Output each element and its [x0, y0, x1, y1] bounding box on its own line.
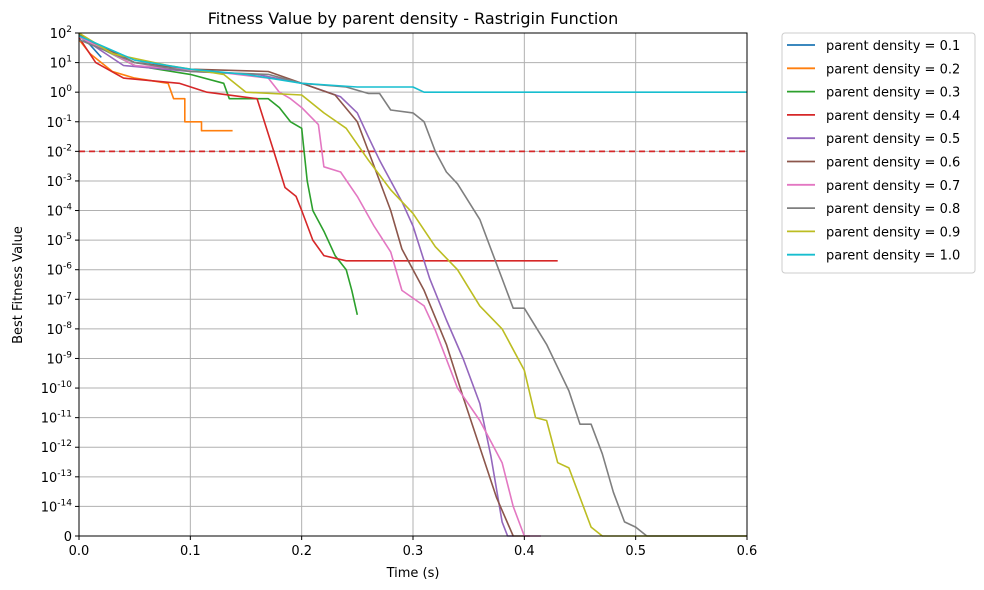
legend-label: parent density = 0.6 [826, 156, 960, 171]
x-tick-label: 0.5 [625, 544, 646, 559]
grid [78, 32, 748, 537]
x-tick-label: 0.4 [514, 544, 535, 559]
y-tick-label: 10-8 [46, 321, 72, 338]
series-line-7 [78, 35, 541, 537]
legend-label: parent density = 0.7 [826, 179, 960, 194]
x-tick-label: 0.1 [180, 544, 201, 559]
series-layer [78, 32, 747, 537]
series-line-3 [78, 33, 359, 315]
y-tick-label: 10-13 [41, 469, 72, 486]
y-tick-label: 10-6 [46, 262, 72, 279]
legend-label: parent density = 0.9 [826, 225, 960, 240]
series-line-10 [78, 35, 747, 93]
series-line-5 [78, 35, 514, 537]
x-tick-label: 0.3 [403, 544, 424, 559]
legend-label: parent density = 1.0 [826, 249, 960, 264]
legend-label: parent density = 0.1 [826, 39, 960, 54]
series-line-2 [78, 39, 233, 132]
y-axis: 0 10-14 10-13 10-12 10-11 10-10 10-9 10-8 10-7 10… [41, 25, 79, 545]
legend: parent density = 0.1 parent density = 0.2… [781, 32, 976, 274]
x-tick-label: 0.0 [69, 544, 90, 559]
y-tick-label: 10-5 [46, 232, 72, 249]
series-line-4 [78, 37, 558, 262]
y-tick-label: 10-2 [46, 143, 72, 160]
y-tick-label: 10-7 [46, 291, 72, 308]
y-axis-label: Best Fitness Value [11, 226, 26, 344]
y-tick-label: 10-14 [41, 498, 73, 515]
y-tick-label: 10-9 [46, 350, 72, 367]
x-axis: 0.0 0.1 0.2 0.3 0.4 0.5 0.6 [69, 536, 758, 559]
y-tick-label: 102 [50, 25, 72, 42]
series-line-9 [78, 32, 747, 537]
y-tick-label: 101 [50, 55, 72, 72]
legend-label: parent density = 0.3 [826, 86, 960, 101]
x-axis-label: Time (s) [386, 566, 440, 581]
y-tick-label: 0 [64, 530, 72, 545]
series-line-6 [78, 34, 530, 537]
y-tick-label: 100 [50, 84, 73, 101]
legend-label: parent density = 0.8 [826, 202, 960, 217]
y-tick-label: 10-3 [46, 173, 72, 190]
y-tick-label: 10-11 [41, 410, 72, 427]
x-tick-label: 0.2 [291, 544, 312, 559]
y-tick-label: 10-10 [41, 380, 73, 397]
x-tick-label: 0.6 [737, 544, 758, 559]
legend-label: parent density = 0.4 [826, 109, 960, 124]
legend-label: parent density = 0.5 [826, 132, 960, 147]
y-tick-label: 10-12 [41, 439, 72, 456]
y-tick-label: 10-4 [46, 203, 72, 220]
chart-title: Fitness Value by parent density - Rastri… [208, 9, 618, 28]
legend-frame [781, 32, 976, 274]
legend-label: parent density = 0.2 [826, 62, 960, 77]
y-tick-label: 10-1 [46, 114, 72, 131]
